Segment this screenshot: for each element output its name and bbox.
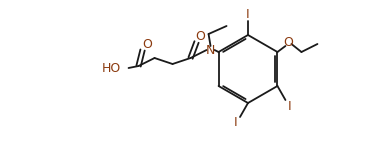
Text: I: I bbox=[288, 100, 291, 112]
Text: O: O bbox=[143, 39, 153, 51]
Text: O: O bbox=[283, 35, 293, 48]
Text: HO: HO bbox=[101, 61, 120, 74]
Text: N: N bbox=[206, 43, 215, 56]
Text: I: I bbox=[246, 8, 250, 21]
Text: I: I bbox=[234, 117, 238, 130]
Text: O: O bbox=[196, 31, 206, 43]
